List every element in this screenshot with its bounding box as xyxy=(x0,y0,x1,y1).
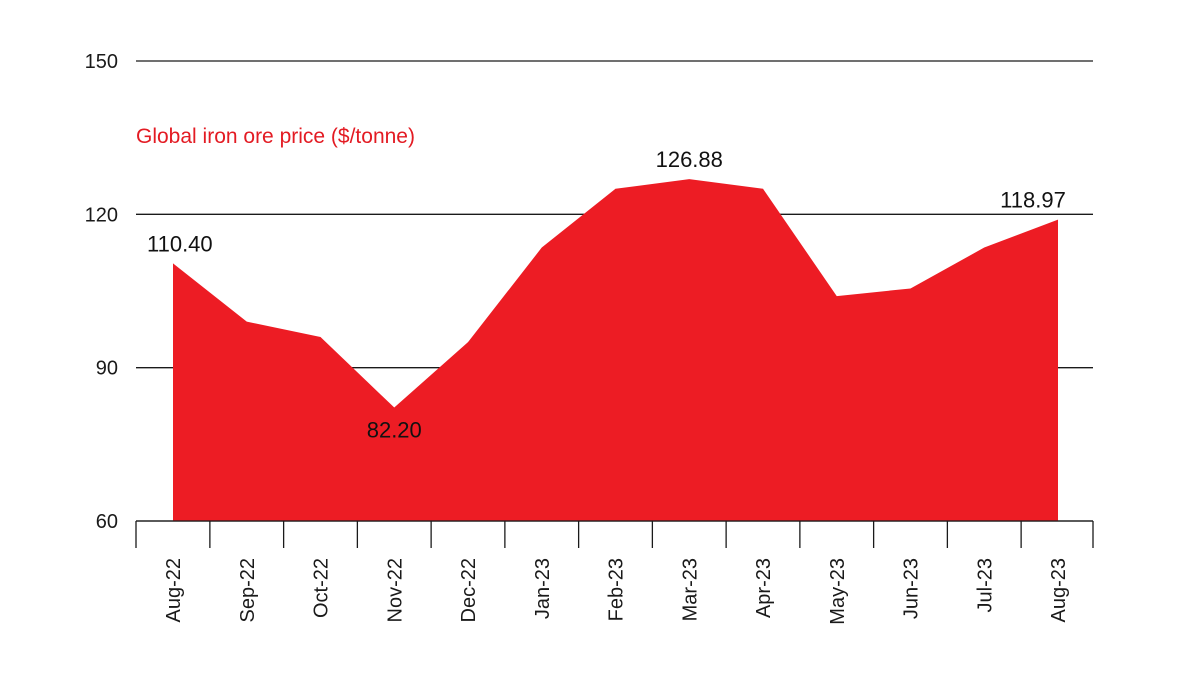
x-tick-label-Oct-22: Oct-22 xyxy=(311,558,333,618)
x-tick-label-Dec-22: Dec-22 xyxy=(458,558,480,622)
series-title: Global iron ore price ($/tonne) xyxy=(136,125,415,148)
x-tick-label-Jun-23: Jun-23 xyxy=(901,558,923,619)
x-axis: Aug-22 Sep-22 Oct-22 Nov-22 Dec-22 Jan-23 Feb-… xyxy=(135,520,1094,625)
data-label-Aug-22: 110.40 xyxy=(147,231,213,256)
y-tick-label-120: 120 xyxy=(85,204,118,226)
x-tick-label-Nov-22: Nov-22 xyxy=(384,558,406,622)
data-label-Nov-22: 82.20 xyxy=(367,418,422,443)
x-tick-label-Sep-22: Sep-22 xyxy=(237,558,259,623)
x-tick-label-Aug-23: Aug-23 xyxy=(1048,558,1070,623)
labels-layer: 110.40 82.20 126.88 118.97 xyxy=(147,147,1066,442)
data-label-Mar-23: 126.88 xyxy=(656,147,723,172)
x-tick-label-Mar-23: Mar-23 xyxy=(679,558,701,621)
y-tick-label-60: 60 xyxy=(96,511,118,533)
x-tick-label-Feb-23: Feb-23 xyxy=(606,558,628,621)
y-tick-label-150: 150 xyxy=(85,51,118,73)
x-tick-label-Jul-23: Jul-23 xyxy=(974,558,996,612)
x-tick-label-Apr-23: Apr-23 xyxy=(753,558,775,618)
x-tick-label-May-23: May-23 xyxy=(827,558,849,625)
price-area xyxy=(173,179,1058,521)
x-tick-label-Aug-22: Aug-22 xyxy=(163,558,185,623)
area-layer xyxy=(172,179,1059,521)
data-label-Aug-23: 118.97 xyxy=(1000,188,1066,213)
y-tick-label-90: 90 xyxy=(96,358,118,380)
x-tick-label-Jan-23: Jan-23 xyxy=(532,558,554,619)
